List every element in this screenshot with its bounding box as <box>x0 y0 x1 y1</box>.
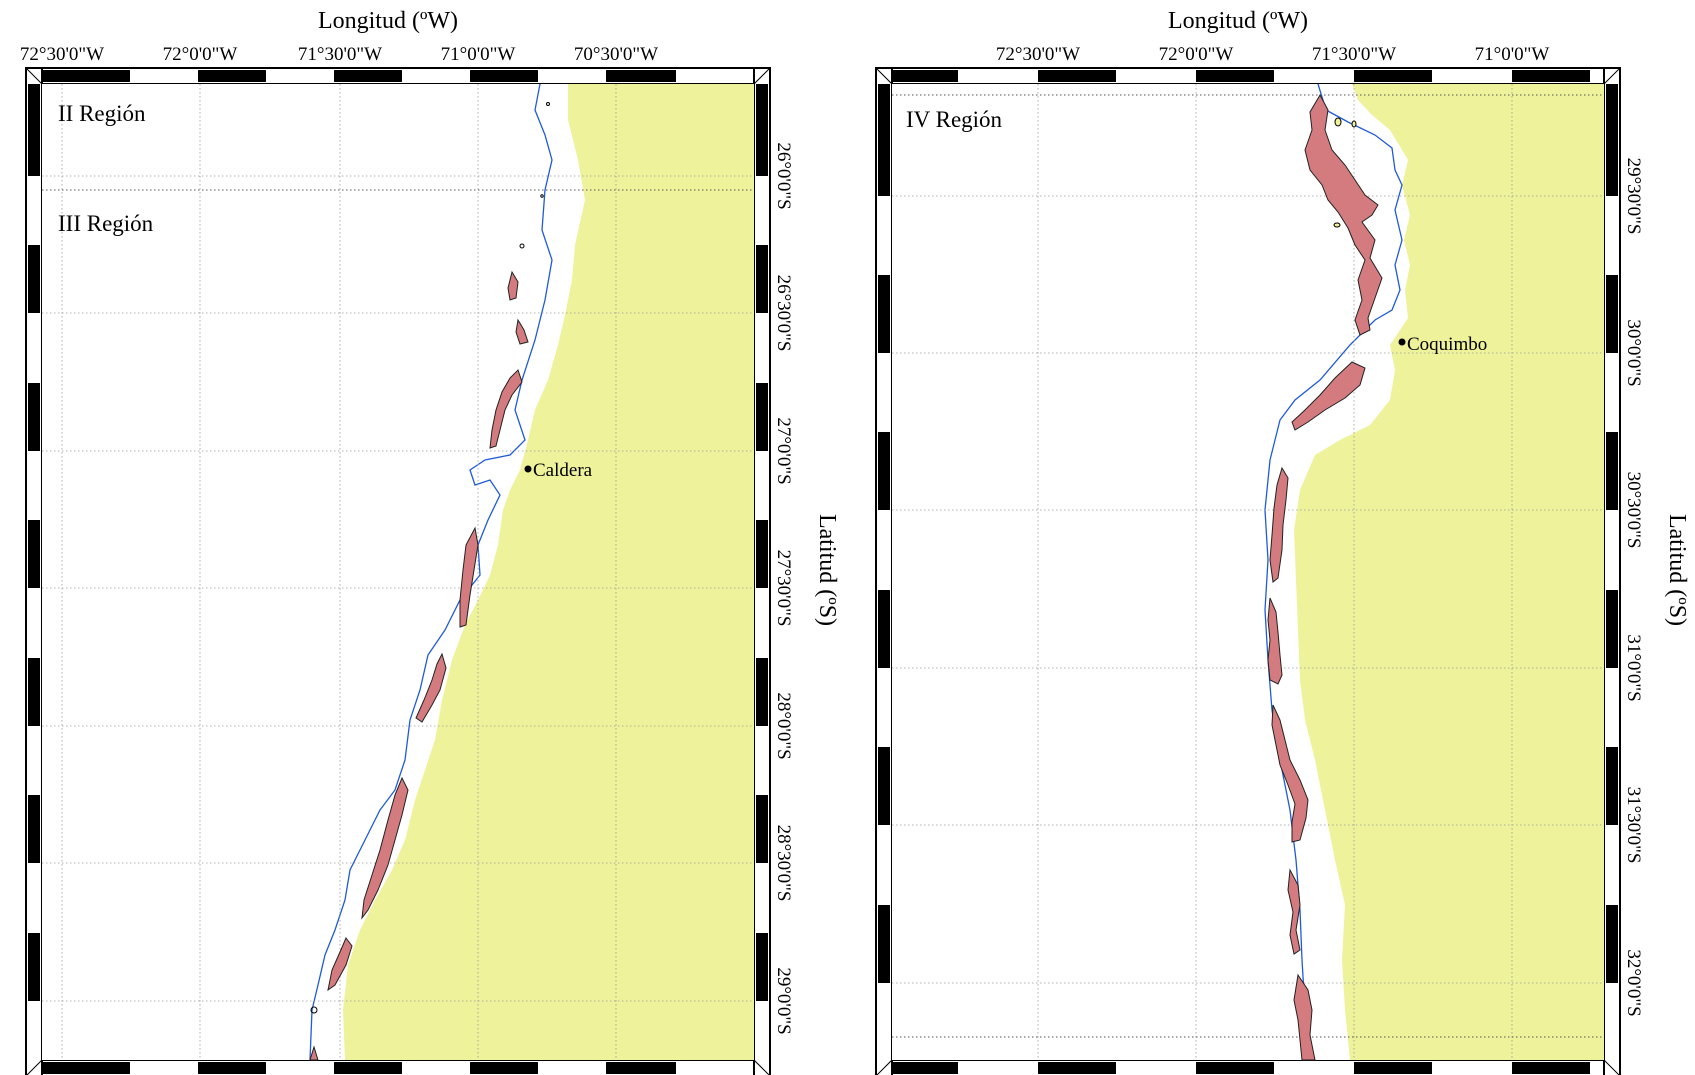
left-map-islets <box>310 102 550 1014</box>
patch <box>459 526 479 628</box>
patch <box>1291 361 1366 431</box>
lat-tick: 30°30'0"S <box>1623 472 1644 549</box>
patch <box>1271 704 1309 843</box>
lat-tick: 26°30'0"S <box>773 275 794 352</box>
coquimbo-marker <box>1398 338 1406 346</box>
patch <box>415 652 447 723</box>
right-map-islets <box>1333 117 1357 228</box>
lat-tick: 27°0'0"S <box>773 417 794 484</box>
place-label-caldera: Caldera <box>533 460 593 481</box>
right-map-lat-ticks: 29°30'0"S 30°0'0"S 30°30'0"S 31°0'0"S 31… <box>1623 158 1644 1017</box>
lat-tick: 26°0'0"S <box>773 142 794 209</box>
patch <box>515 318 529 345</box>
lat-tick: 29°0'0"S <box>773 967 794 1034</box>
left-map-lat-ticks: 26°0'0"S 26°30'0"S 27°0'0"S 27°30'0"S 28… <box>773 142 794 1034</box>
lat-tick: 31°0'0"S <box>1623 634 1644 701</box>
patch <box>1287 868 1301 955</box>
patch <box>1304 93 1383 336</box>
lat-tick: 31°30'0"S <box>1623 787 1644 864</box>
left-map: Caldera II Región III Región Longitud (º… <box>20 8 840 1075</box>
lat-tick: 29°30'0"S <box>1623 158 1644 235</box>
right-map-y-title: Latitud (ºS) <box>1664 514 1690 626</box>
left-map-place-caldera: Caldera <box>524 460 593 481</box>
patch <box>1269 466 1289 583</box>
lat-tick: 28°0'0"S <box>773 692 794 759</box>
patch <box>361 776 409 920</box>
left-map-lon-ticks: 72°30'0"W 72°0'0"W 71°30'0"W 71°0'0"W 70… <box>20 44 658 65</box>
left-map-grid <box>42 84 754 1060</box>
place-label-coquimbo: Coquimbo <box>1407 334 1487 355</box>
patch <box>309 1045 319 1061</box>
lat-tick: 32°0'0"S <box>1623 949 1644 1016</box>
right-map-lon-ticks: 72°30'0"W 72°0'0"W 71°30'0"W 71°0'0"W <box>996 44 1550 65</box>
right-map-place-coquimbo: Coquimbo <box>1398 334 1487 355</box>
right-map-land <box>1294 84 1604 1060</box>
left-map-x-title: Longitud (ºW) <box>318 8 458 34</box>
lon-tick: 72°0'0"W <box>163 44 238 65</box>
lat-tick: 27°30'0"S <box>773 550 794 627</box>
patch <box>1293 973 1316 1061</box>
left-map-y-title: Latitud (ºS) <box>814 514 840 626</box>
lon-tick: 71°0'0"W <box>441 44 516 65</box>
right-map-grid <box>892 84 1604 1060</box>
right-map-frame <box>875 67 1621 1075</box>
left-map-patches <box>309 270 529 1061</box>
lat-tick: 30°0'0"S <box>1623 319 1644 386</box>
lon-tick: 71°30'0"W <box>298 44 382 65</box>
lon-tick: 71°30'0"W <box>1312 44 1396 65</box>
lon-tick: 72°30'0"W <box>996 44 1080 65</box>
right-map-bathymetry-line <box>1264 83 1403 1061</box>
right-map: Coquimbo IV Región Longitud (ºW) 72°30'0… <box>875 8 1690 1075</box>
patch <box>327 937 353 992</box>
lon-tick: 71°0'0"W <box>1475 44 1550 65</box>
left-map-bathymetry-line <box>309 83 553 1061</box>
patch <box>507 270 519 301</box>
caldera-marker <box>524 465 532 473</box>
region-label-ii: II Región <box>58 101 146 126</box>
region-label-iv: IV Región <box>906 107 1003 132</box>
lon-tick: 72°30'0"W <box>20 44 104 65</box>
lat-tick: 28°30'0"S <box>773 825 794 902</box>
right-map-x-title: Longitud (ºW) <box>1168 8 1308 34</box>
lon-tick: 72°0'0"W <box>1159 44 1234 65</box>
left-map-land <box>343 84 754 1060</box>
patch <box>1267 597 1283 685</box>
patch <box>489 369 523 449</box>
right-map-patches <box>1267 93 1383 1061</box>
region-label-iii: III Región <box>58 211 154 236</box>
lon-tick: 70°30'0"W <box>574 44 658 65</box>
